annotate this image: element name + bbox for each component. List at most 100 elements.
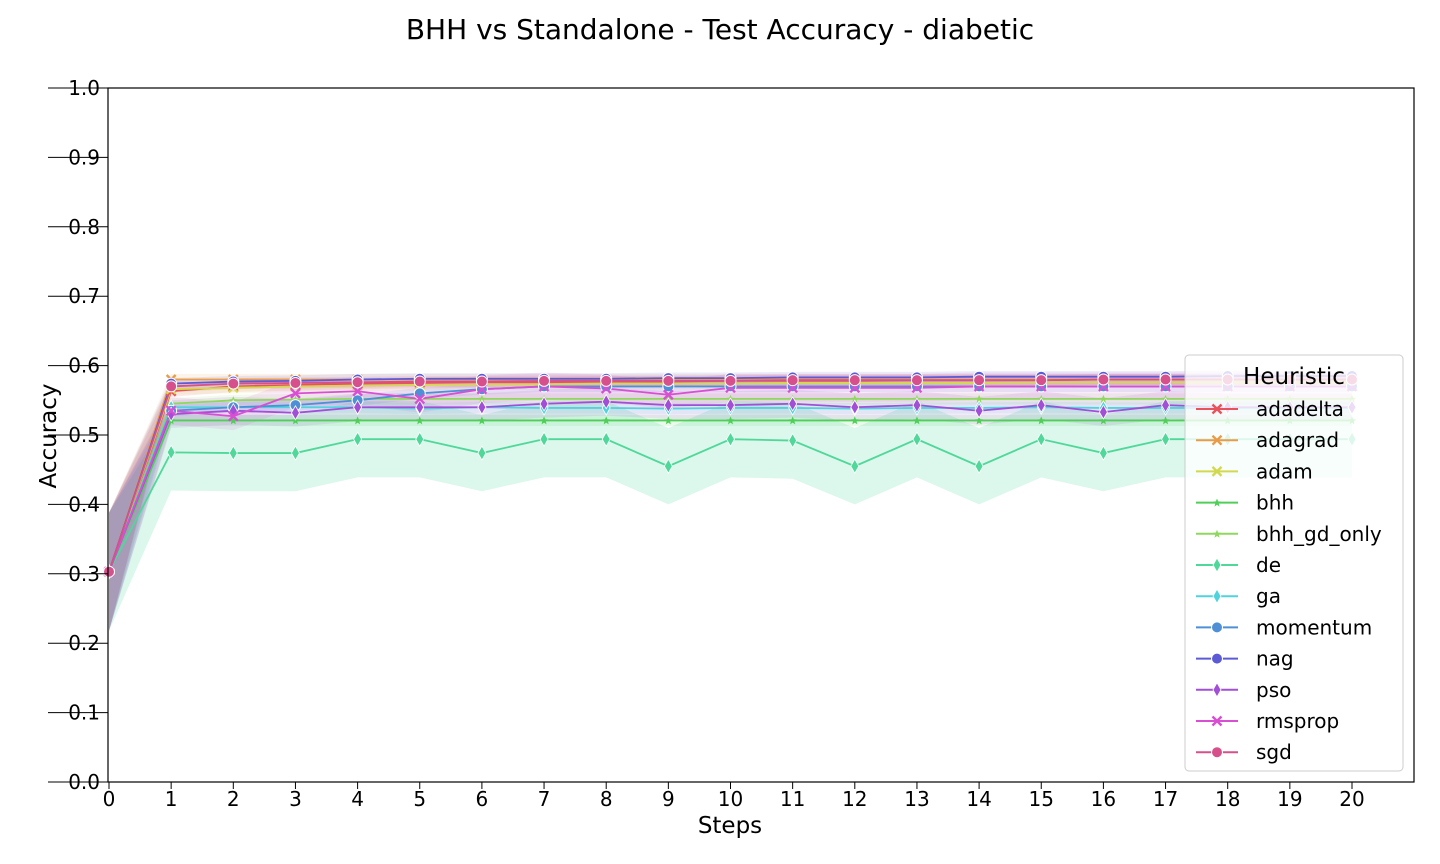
x-axis-label: Steps — [698, 813, 762, 839]
point-de — [912, 431, 922, 447]
point-pso — [1098, 404, 1108, 420]
x-tick-label: 18 — [1215, 787, 1240, 811]
x-tick-label: 10 — [718, 787, 743, 811]
point-sgd — [227, 377, 240, 390]
point-sgd — [475, 375, 488, 388]
point-pso — [912, 397, 922, 413]
x-tick-label: 14 — [966, 787, 991, 811]
point-sgd — [351, 376, 364, 389]
point-bhh — [788, 416, 797, 425]
point-pso — [850, 399, 860, 416]
legend-label-bhh: bhh — [1256, 491, 1294, 515]
point-sgd — [103, 565, 115, 578]
y-tick-label: 0.5 — [68, 423, 100, 447]
point-pso — [415, 399, 425, 416]
y-tick-label: 0.4 — [68, 492, 100, 516]
point-legend-momentum — [1211, 621, 1223, 634]
y-tick-label: 0.9 — [68, 145, 100, 169]
y-tick-label: 0.7 — [68, 284, 100, 308]
y-axis-ticks: 0.0 0.1 0.2 0.3 0.4 0.5 0.6 0.7 0.8 0.9 1.0 — [48, 76, 108, 794]
legend-label-nag: nag — [1256, 647, 1294, 671]
point-legend-pso — [1212, 681, 1222, 698]
point-sgd — [662, 374, 675, 387]
band-de — [109, 400, 1352, 631]
y-tick-label: 0.3 — [68, 562, 100, 586]
point-bhh — [1099, 416, 1108, 425]
point-sgd — [600, 374, 613, 387]
point-bhh_gd_only — [477, 394, 486, 403]
point-de — [601, 431, 611, 447]
point-legend-rmsprop — [1211, 715, 1223, 727]
x-tick-label: 1 — [165, 787, 178, 811]
x-tick-label: 4 — [351, 787, 364, 811]
point-sgd — [973, 374, 986, 387]
point-de — [788, 432, 798, 449]
y-tick-label: 1.0 — [68, 76, 100, 100]
point-de — [415, 431, 425, 447]
point-pso — [726, 397, 735, 413]
point-legend-adadelta — [1211, 403, 1223, 415]
legend-label-ga: ga — [1256, 584, 1281, 608]
point-de — [850, 458, 860, 475]
point-de — [166, 444, 176, 461]
point-de — [726, 431, 735, 447]
point-bhh — [229, 416, 238, 425]
point-pso — [1161, 397, 1171, 413]
point-sgd — [786, 374, 799, 387]
point-legend-bhh — [1213, 498, 1221, 507]
point-bhh — [477, 416, 486, 425]
point-pso — [477, 399, 487, 416]
point-sgd — [724, 374, 737, 387]
point-sgd — [848, 374, 861, 387]
point-de — [539, 431, 549, 447]
y-tick-label: 0.0 — [68, 770, 100, 794]
legend-label-bhh_gd_only: bhh_gd_only — [1256, 522, 1382, 546]
point-pso — [601, 393, 611, 410]
point-legend-adam — [1211, 466, 1223, 477]
point-legend-de — [1212, 557, 1222, 573]
point-de — [477, 445, 487, 461]
point-bhh — [726, 416, 735, 425]
point-momentum — [413, 387, 426, 400]
y-tick-label: 0.2 — [68, 631, 100, 655]
point-sgd — [413, 375, 426, 388]
x-tick-label: 5 — [413, 787, 426, 811]
point-de — [663, 458, 673, 475]
point-bhh_gd_only — [1099, 394, 1108, 403]
x-tick-label: 11 — [780, 787, 805, 811]
legend-title: Heuristic — [1243, 364, 1345, 390]
legend-label-adadelta: adadelta — [1256, 397, 1344, 421]
point-bhh — [415, 416, 424, 425]
legend-label-adam: adam — [1256, 459, 1313, 483]
x-tick-label: 16 — [1091, 787, 1116, 811]
point-bhh_gd_only — [975, 394, 984, 403]
legend-label-sgd: sgd — [1256, 740, 1292, 764]
point-sgd — [538, 374, 551, 387]
legend-label-rmsprop: rmsprop — [1256, 709, 1339, 733]
point-bhh — [1161, 416, 1170, 425]
point-rmsprop — [352, 385, 363, 397]
y-tick-label: 0.6 — [68, 354, 100, 378]
point-sgd — [910, 374, 923, 387]
point-legend-nag — [1211, 652, 1223, 665]
point-pso — [290, 404, 300, 421]
x-tick-label: 13 — [904, 787, 929, 811]
x-tick-label: 6 — [476, 787, 489, 811]
legend-label-momentum: momentum — [1256, 615, 1372, 639]
point-sgd — [1159, 373, 1172, 386]
x-tick-label: 9 — [662, 787, 675, 811]
x-axis-ticks: 0 1 2 3 4 5 6 7 8 9 10 11 12 13 14 15 16 17 18 19 20 — [103, 782, 1365, 811]
x-tick-label: 3 — [289, 787, 302, 811]
point-bhh — [912, 416, 921, 425]
point-bhh — [850, 416, 859, 425]
point-pso — [539, 395, 549, 412]
point-pso — [663, 397, 673, 413]
x-tick-label: 8 — [600, 787, 613, 811]
x-tick-label: 19 — [1277, 787, 1302, 811]
x-tick-label: 2 — [227, 787, 240, 811]
point-sgd — [1097, 373, 1110, 386]
legend-label-de: de — [1256, 553, 1281, 577]
point-de — [1098, 445, 1108, 461]
x-tick-label: 20 — [1339, 787, 1364, 811]
